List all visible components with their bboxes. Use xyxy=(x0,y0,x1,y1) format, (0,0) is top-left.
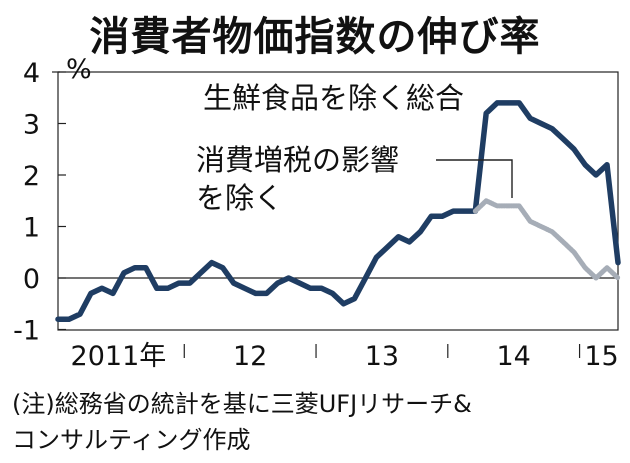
x-year-label: 2011年 xyxy=(71,341,167,372)
data-point-excl-tax xyxy=(584,266,586,269)
data-point-core xyxy=(254,292,257,295)
data-point-core xyxy=(221,266,224,269)
data-point-excl-tax xyxy=(551,230,553,233)
data-point-excl-tax xyxy=(529,220,531,223)
data-point-excl-tax xyxy=(540,225,542,228)
annotation-excl-tax-label-line2: を除く xyxy=(196,181,283,215)
data-point-core xyxy=(57,318,59,321)
data-point-core xyxy=(364,277,367,279)
plot-frame xyxy=(57,71,619,331)
data-point-core xyxy=(551,127,553,130)
annotation-core-label: 生鮮食品を除く総合 xyxy=(203,81,464,115)
data-point-core xyxy=(595,174,597,176)
data-point-excl-tax xyxy=(496,205,499,207)
data-point-excl-tax xyxy=(485,199,488,202)
data-point-core xyxy=(232,282,235,284)
y-tick-label: 0 xyxy=(23,264,40,295)
data-point-core xyxy=(342,302,345,305)
data-point-core xyxy=(68,318,70,321)
data-point-core xyxy=(397,236,400,238)
annotation-excl-tax-label-line1: 消費増税の影響 xyxy=(196,143,399,177)
data-point-core xyxy=(145,266,147,269)
y-tick-label: 2 xyxy=(23,161,40,192)
data-point-excl-tax xyxy=(474,210,477,212)
data-point-core xyxy=(265,292,268,295)
data-point-excl-tax xyxy=(518,205,520,207)
data-point-core xyxy=(123,272,125,274)
data-point-core xyxy=(617,261,619,264)
data-point-core xyxy=(584,163,586,166)
data-point-excl-tax xyxy=(595,277,597,279)
y-axis-unit: % xyxy=(66,54,92,85)
source-note-line2: コンサルティング作成 xyxy=(12,426,251,454)
data-point-core xyxy=(210,261,213,264)
data-point-core xyxy=(430,215,433,217)
x-year-label: 13 xyxy=(365,341,399,372)
data-point-core xyxy=(276,282,279,284)
data-point-excl-tax xyxy=(573,251,575,254)
data-point-core xyxy=(375,256,378,259)
source-note-line1: (注)総務省の統計を基に三菱UFJリサーチ& xyxy=(12,390,472,418)
data-point-core xyxy=(441,215,444,217)
data-point-core xyxy=(79,313,81,315)
data-point-core xyxy=(134,266,136,269)
chart-title: 消費者物価指数の伸び率 xyxy=(89,14,541,60)
y-tick-label: 1 xyxy=(23,213,40,244)
data-point-core xyxy=(463,210,466,212)
y-tick-label: 4 xyxy=(23,58,40,89)
data-point-core xyxy=(320,287,323,290)
data-point-core xyxy=(606,163,608,166)
data-point-core xyxy=(562,138,564,140)
data-point-core xyxy=(331,292,334,295)
data-point-core xyxy=(507,102,509,104)
data-point-core xyxy=(287,277,290,279)
data-point-core xyxy=(419,230,422,233)
y-tick-label: 3 xyxy=(23,110,40,141)
data-point-core xyxy=(90,292,92,295)
data-point-core xyxy=(529,117,531,120)
series-line-excl-tax xyxy=(472,198,621,281)
x-year-label: 15 xyxy=(584,341,618,372)
data-point-core xyxy=(112,292,114,295)
annotation-leader-line xyxy=(436,159,513,198)
data-point-excl-tax xyxy=(507,205,509,207)
data-point-core xyxy=(540,122,542,125)
data-point-core xyxy=(188,282,191,284)
data-point-excl-tax xyxy=(617,277,619,279)
data-point-core xyxy=(156,287,158,290)
data-point-core xyxy=(309,287,312,290)
data-point-core xyxy=(167,287,169,290)
y-tick-label: -1 xyxy=(13,316,40,347)
series-line-core xyxy=(55,100,621,322)
data-point-core xyxy=(408,241,411,243)
data-point-core xyxy=(298,282,301,284)
data-point-core xyxy=(452,210,455,212)
data-point-core xyxy=(101,287,103,290)
data-point-core xyxy=(573,148,575,151)
data-point-core xyxy=(485,112,488,114)
data-point-core xyxy=(199,272,202,274)
data-point-excl-tax xyxy=(562,241,564,243)
data-point-core xyxy=(177,282,180,284)
data-point-core xyxy=(243,287,246,290)
data-point-core xyxy=(518,102,520,104)
data-point-core xyxy=(496,102,499,104)
x-year-label: 12 xyxy=(233,341,267,372)
data-point-excl-tax xyxy=(606,266,608,269)
data-point-core xyxy=(353,297,356,300)
data-point-core xyxy=(386,246,389,248)
x-year-label: 14 xyxy=(497,341,531,372)
